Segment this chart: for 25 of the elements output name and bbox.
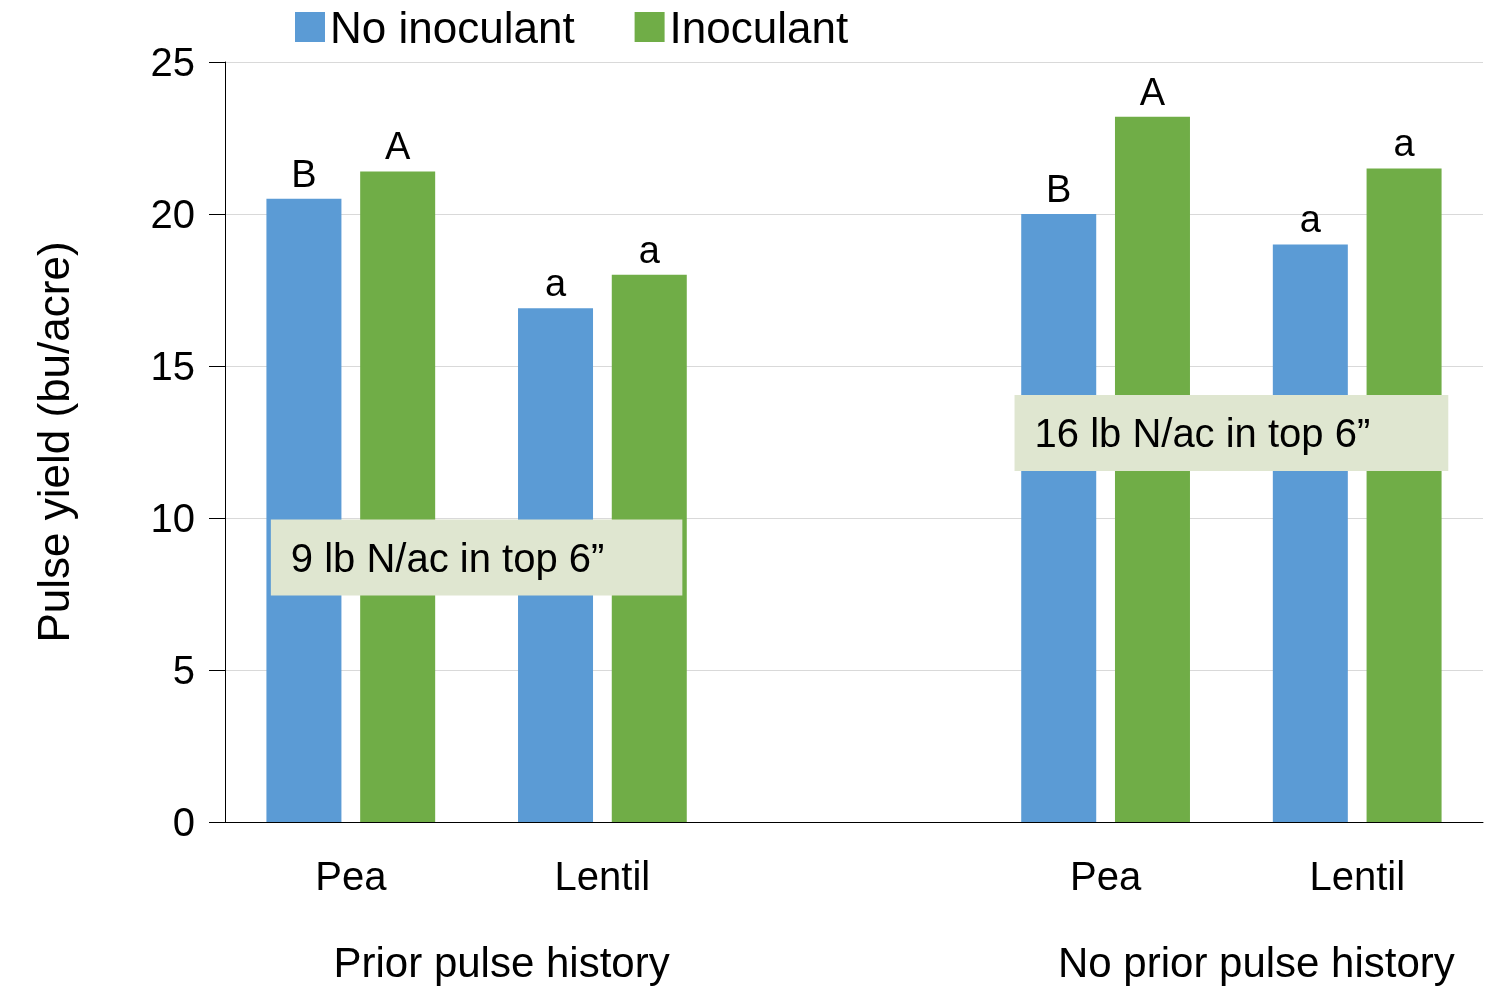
data-label: B (291, 152, 317, 195)
y-tick-label: 10 (150, 496, 195, 540)
y-axis-title: Pulse yield (bu/acre) (28, 241, 78, 643)
legend-label: Inoculant (669, 2, 849, 52)
x-tick-label: Lentil (554, 854, 651, 898)
y-tick-label: 20 (150, 192, 195, 236)
y-tick-label: 0 (172, 800, 195, 844)
x-tick-label: Pea (315, 854, 388, 898)
annotation: 16 lb N/ac in top 6” (1034, 410, 1371, 455)
annotation: 9 lb N/ac in top 6” (290, 535, 605, 580)
data-label: a (544, 262, 567, 305)
x-tick-label: Pea (1070, 854, 1142, 898)
data-label: a (638, 228, 661, 271)
data-label: A (385, 125, 411, 168)
y-tick-label: 15 (150, 344, 195, 388)
text: No prior pulse history (1057, 938, 1455, 986)
data-label: a (1393, 122, 1416, 165)
data-label: a (1299, 198, 1322, 241)
y-tick-label: 5 (172, 648, 195, 692)
text: Prior pulse history (333, 938, 670, 986)
data-label: A (1139, 70, 1166, 113)
y-tick-label: 25 (150, 40, 195, 84)
x-tick-label: Lentil (1309, 854, 1406, 898)
data-label: B (1046, 168, 1072, 210)
legend-label: No inoculant (330, 2, 575, 52)
